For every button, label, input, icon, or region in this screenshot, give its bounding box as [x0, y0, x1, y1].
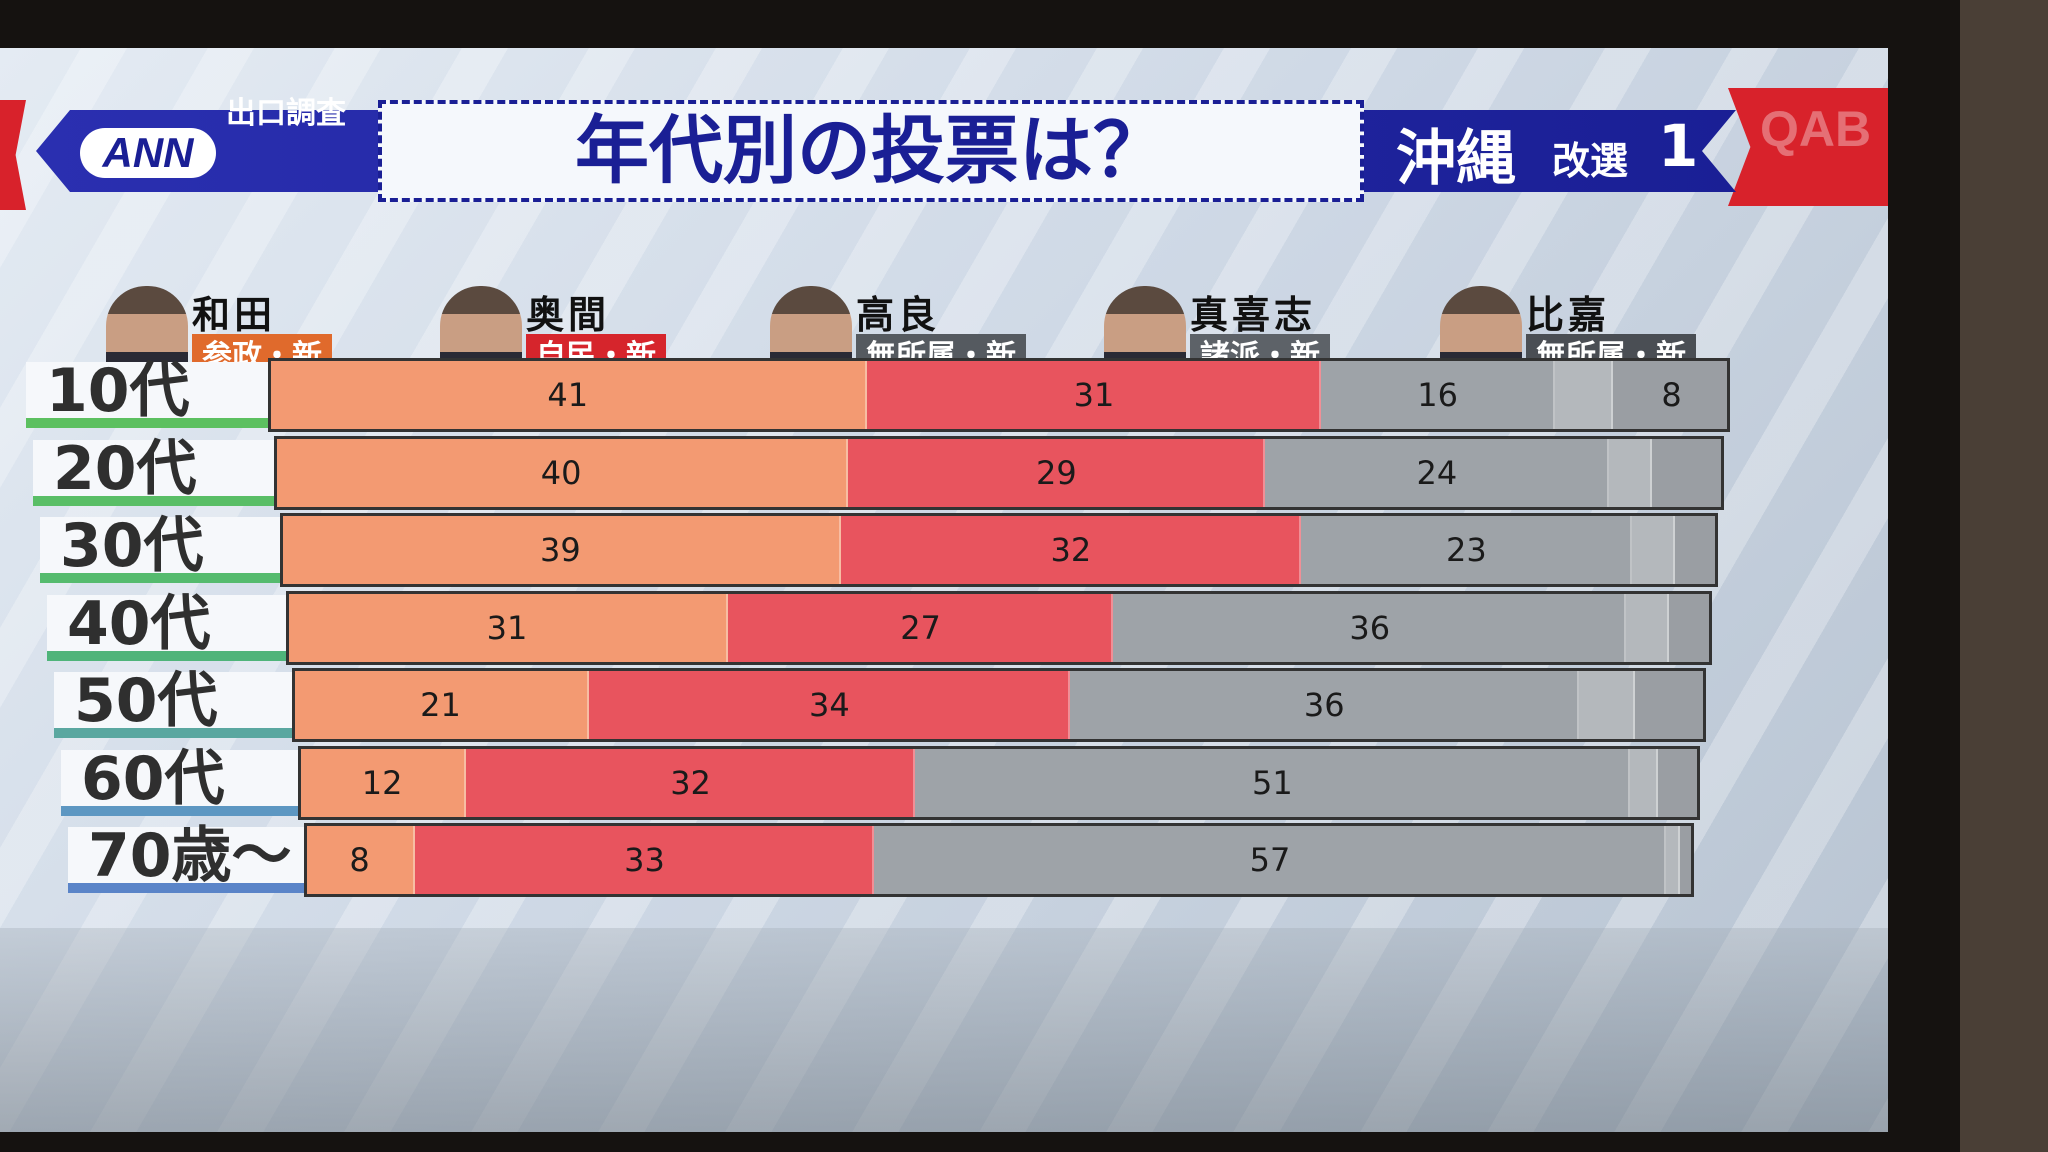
bar-frame	[274, 435, 1724, 510]
bar-segment	[304, 823, 416, 897]
data-label: 8	[1661, 376, 1682, 414]
row-label-1: 20代	[33, 439, 274, 506]
bar-segment	[1669, 590, 1712, 665]
data-label: 41	[547, 376, 589, 414]
candidate-name: 真喜志	[1190, 293, 1317, 337]
data-label: 39	[540, 531, 581, 569]
bar-segment	[1264, 435, 1610, 510]
data-label: 31	[486, 608, 528, 647]
bar-frame	[304, 823, 1694, 897]
bar-segment	[1300, 513, 1632, 587]
tv-screen: QAB ANN 出口調査 年代別の投票は？ 沖縄 改選 1 和田 参政・新 奥間…	[0, 48, 1888, 1132]
bar-segment	[274, 435, 849, 510]
candidate-name: 奥間	[526, 293, 611, 337]
bar-frame	[268, 358, 1730, 432]
data-label: 40	[540, 453, 582, 492]
data-label: 36	[1303, 686, 1345, 724]
ann-badge: ANN	[80, 128, 216, 178]
data-label: 21	[420, 686, 461, 724]
bar-segment	[1666, 823, 1681, 897]
data-label: 12	[361, 763, 403, 802]
bar-segment	[298, 745, 467, 820]
stacked-bar-chart: 10代 41 31 16 8 20代 40 29 24 30代 39 32 23 40代 31 27 36 50代…	[0, 48, 1888, 1132]
data-label: 8	[349, 841, 370, 879]
bar-segment	[873, 823, 1667, 897]
bar-frame	[286, 590, 1712, 665]
data-label: 34	[808, 686, 850, 724]
row-label-4: 50代	[54, 671, 292, 738]
row-label-6: 70歳～	[68, 826, 304, 893]
bar-segment	[588, 668, 1070, 742]
data-label: 31	[1073, 376, 1115, 414]
bar-segment	[1113, 590, 1627, 665]
bar-segment	[1320, 358, 1555, 432]
bar-segment	[1635, 668, 1706, 742]
data-label: 32	[1050, 531, 1092, 569]
row-label-5: 60代	[61, 749, 298, 816]
bar-segment	[286, 590, 729, 665]
row-label-0: 10代	[26, 361, 268, 428]
data-label: 32	[670, 763, 711, 802]
bar-segment	[1069, 668, 1579, 742]
bar-segment	[1629, 745, 1658, 820]
data-label: 27	[900, 608, 941, 647]
exit-poll-label: 出口調査	[226, 96, 346, 131]
region-label: 沖縄	[1396, 124, 1516, 194]
bar-segment	[840, 513, 1301, 587]
bar-frame	[298, 745, 1700, 820]
data-label: 16	[1417, 376, 1458, 414]
candidate-name: 比嘉	[1526, 293, 1611, 337]
bar-frame	[280, 513, 1718, 587]
bar-segment	[1626, 590, 1670, 665]
row-label-2: 30代	[40, 516, 280, 583]
data-label: 23	[1445, 531, 1487, 569]
bar-frame	[292, 668, 1706, 742]
bar-segment	[1657, 745, 1700, 820]
data-label: 33	[624, 841, 665, 879]
data-label: 51	[1252, 763, 1293, 802]
bar-segment	[848, 435, 1265, 510]
station-logo: QAB	[1760, 101, 1872, 157]
data-label: 36	[1349, 608, 1391, 647]
data-label: 57	[1249, 841, 1291, 879]
background-city	[0, 928, 1888, 1132]
seat-label: 改選	[1552, 139, 1629, 183]
bar-segment	[1613, 358, 1730, 432]
red-accent-right	[1728, 88, 1888, 206]
bar-segment	[1554, 358, 1614, 432]
bar-segment	[1578, 668, 1636, 742]
bar-segment	[867, 358, 1321, 432]
bar-segment	[1609, 435, 1653, 510]
bar-segment	[280, 513, 841, 587]
bar-segment	[466, 745, 915, 820]
data-label: 24	[1416, 453, 1458, 492]
candidate-name: 和田	[192, 293, 277, 337]
bar-segment	[292, 668, 589, 742]
bar-segment	[914, 745, 1630, 820]
bar-segment	[728, 590, 1114, 665]
bar-segment	[1652, 435, 1724, 510]
bar-segment	[415, 823, 874, 897]
row-label-3: 40代	[47, 594, 286, 661]
seat-number: 1	[1658, 112, 1699, 180]
bar-segment	[268, 358, 868, 432]
page-title: 年代別の投票は？	[378, 100, 1364, 202]
bar-segment	[1631, 513, 1675, 587]
candidate-name: 高良	[856, 293, 941, 337]
data-label: 29	[1036, 453, 1077, 492]
